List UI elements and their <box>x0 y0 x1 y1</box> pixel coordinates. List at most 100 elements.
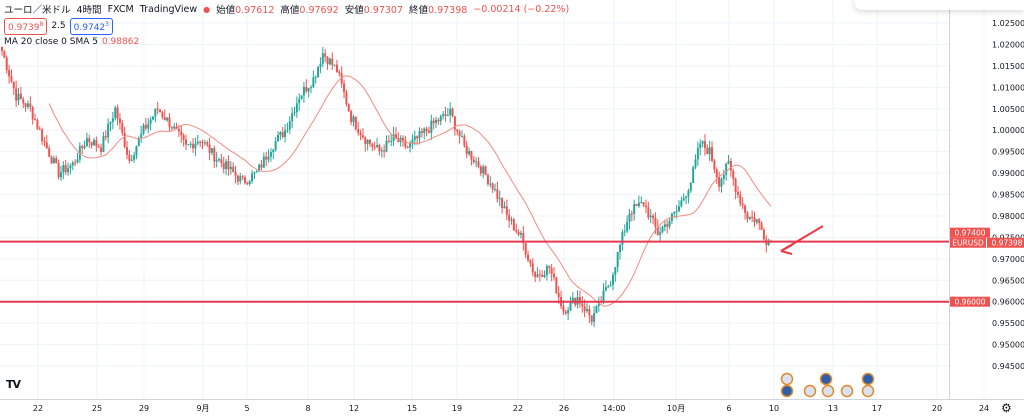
candle-body <box>234 172 237 176</box>
candle-body <box>69 165 72 169</box>
candle-body <box>159 109 162 113</box>
candle-body <box>215 159 218 162</box>
candle-body <box>694 159 697 168</box>
candle-body <box>755 219 758 223</box>
candle-body <box>444 114 447 116</box>
candle-body <box>321 53 324 64</box>
candle-body <box>392 134 395 141</box>
candle-body <box>88 138 91 143</box>
x-tick-label: 5 <box>244 404 249 413</box>
candle-body <box>151 116 154 120</box>
candle-body <box>34 119 37 121</box>
candle-body <box>5 57 8 71</box>
candle-body <box>427 130 430 133</box>
candle-body <box>581 303 584 307</box>
candle-body <box>350 111 353 123</box>
candle-body <box>673 211 676 214</box>
candle-body <box>623 231 626 233</box>
candle-body <box>364 137 367 145</box>
candle-body <box>479 166 482 174</box>
tradingview-logo-icon[interactable]: TV <box>6 378 21 391</box>
candle-body <box>611 274 614 285</box>
candle-body <box>258 164 261 172</box>
arrow-annotation-head <box>780 244 793 255</box>
candle-body <box>637 202 640 207</box>
candle-body <box>411 139 414 143</box>
candle-body <box>649 215 652 218</box>
price-label-text: 0.96000 <box>954 298 985 307</box>
candle-body <box>246 182 249 185</box>
candle-body <box>19 93 22 100</box>
candle-body <box>458 131 461 137</box>
candle-body <box>126 147 129 155</box>
candle-body <box>524 243 527 255</box>
candle-body <box>357 129 360 133</box>
symbol-name[interactable]: ユーロ／米ドル <box>4 5 71 16</box>
candle-body <box>111 118 114 122</box>
candle-body <box>661 227 664 233</box>
candle-body <box>218 159 221 161</box>
price-label-box <box>950 227 990 238</box>
candle-body <box>192 143 195 149</box>
candle-body <box>338 71 341 74</box>
high-label: 高値 <box>280 5 300 16</box>
candle-body <box>647 207 650 218</box>
candle-body <box>137 138 140 147</box>
candle-body <box>442 114 445 116</box>
candle-body <box>43 141 46 143</box>
low-value: 0.97307 <box>363 5 404 16</box>
candle-body <box>567 310 570 314</box>
candle-body <box>15 88 18 101</box>
candle-body <box>276 135 279 142</box>
candle-body <box>644 205 647 208</box>
candle-body <box>260 164 263 168</box>
candle-body <box>614 267 617 275</box>
candle-body <box>472 159 475 163</box>
candle-body <box>543 275 546 277</box>
candle-body <box>423 128 426 133</box>
ma-indicator-legend[interactable]: MA 20 close 0 SMA 5 0.98862 <box>4 37 569 47</box>
x-tick-label: 15 <box>407 404 417 413</box>
price-label-box <box>950 237 986 248</box>
candle-body <box>498 198 501 200</box>
candle-body <box>578 296 581 304</box>
candle-body <box>586 309 589 312</box>
candle-body <box>161 112 164 118</box>
candle-body <box>269 151 272 157</box>
candle-body <box>496 189 499 199</box>
x-tick-label: 10月 <box>667 404 685 413</box>
candle-body <box>168 117 171 128</box>
candle-body <box>262 156 265 168</box>
candle-body <box>48 148 51 157</box>
candle-body <box>265 156 268 160</box>
candle-body <box>699 143 702 148</box>
notification-popup[interactable] <box>854 0 1024 10</box>
candle-body <box>243 177 246 183</box>
candle-body <box>463 136 466 146</box>
buy-price-button[interactable]: 0.97423 <box>69 17 113 35</box>
candle-body <box>689 182 692 191</box>
x-tick-label: 13 <box>828 404 838 413</box>
candle-body <box>326 56 329 65</box>
sell-price-button[interactable]: 0.97398 <box>4 17 48 35</box>
candle-body <box>383 150 386 152</box>
candle-body <box>475 161 478 163</box>
candle-body <box>274 141 277 150</box>
candle-body <box>607 286 610 288</box>
interval-label[interactable]: 4時間 <box>76 5 102 16</box>
candle-body <box>517 231 520 235</box>
gear-icon[interactable]: ⚙ <box>1001 401 1012 415</box>
candle-body <box>347 104 350 112</box>
candle-body <box>116 107 119 119</box>
candle-body <box>666 224 669 227</box>
candle-body <box>140 133 143 139</box>
candle-body <box>251 173 254 182</box>
candle-body <box>760 223 763 230</box>
candle-body <box>225 161 228 170</box>
candle-body <box>109 121 112 124</box>
candle-body <box>701 141 704 144</box>
candle-body <box>307 88 310 92</box>
candle-body <box>748 216 751 219</box>
candle-body <box>380 150 383 152</box>
